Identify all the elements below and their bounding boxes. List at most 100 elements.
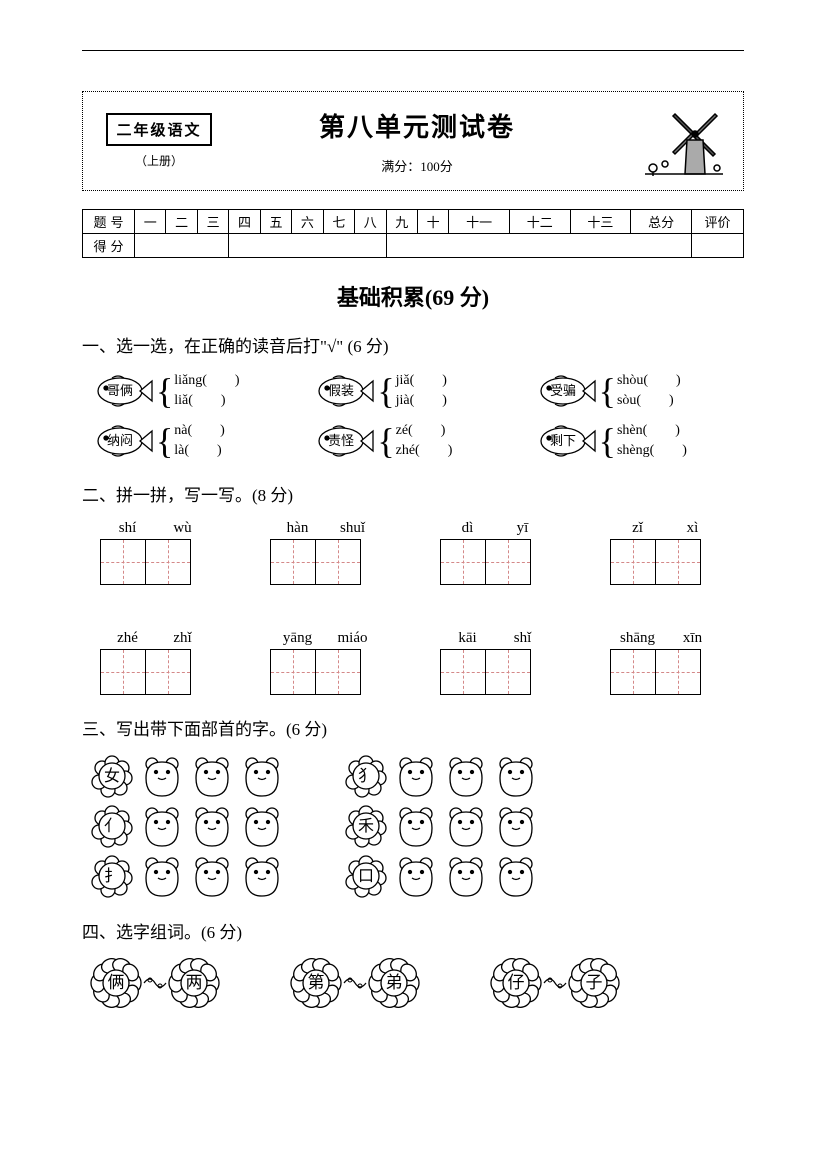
q3-prompt: 三、写出带下面部首的字。(6 分) — [82, 715, 744, 740]
svg-text:弟: 弟 — [386, 973, 403, 992]
brace-group: { liǎng( ) liǎ( ) — [156, 371, 240, 411]
blank[interactable] — [692, 234, 744, 258]
pinyin-opt[interactable]: zhé( ) — [396, 441, 453, 461]
bear-blank-icon[interactable] — [190, 754, 234, 798]
svg-text:假装: 假装 — [328, 383, 354, 398]
pinyin-opt[interactable]: nà( ) — [174, 421, 225, 441]
bear-blank-icon[interactable] — [240, 804, 284, 848]
blank[interactable] — [135, 234, 229, 258]
tianzige-box[interactable] — [485, 539, 531, 585]
bear-blank-icon[interactable] — [494, 854, 538, 898]
bear-blank-icon[interactable] — [444, 754, 488, 798]
pinyin-syllable: zǐ — [610, 520, 665, 537]
q2-pinyin: yāng miáo — [270, 630, 380, 647]
bear-blank-icon[interactable] — [394, 754, 438, 798]
bear-blank-icon[interactable] — [444, 854, 488, 898]
pinyin-options[interactable]: liǎng( ) liǎ( ) — [174, 371, 239, 411]
pinyin-opt[interactable]: sòu( ) — [617, 391, 681, 411]
svg-text:责怪: 责怪 — [328, 433, 354, 448]
brace-icon: { — [377, 426, 394, 456]
bear-blank-icon[interactable] — [190, 804, 234, 848]
blank[interactable] — [229, 234, 386, 258]
tianzige-box[interactable] — [485, 649, 531, 695]
col: 二 — [166, 210, 197, 234]
bear-blank-icon[interactable] — [140, 754, 184, 798]
pinyin-options[interactable]: shòu( ) sòu( ) — [617, 371, 681, 411]
brace-group: { shèn( ) shèng( ) — [599, 421, 687, 461]
q4-container: 俩 两 第 弟 仔 子 — [82, 957, 744, 1009]
score-value-row: 得分 — [83, 234, 744, 258]
main-title: 第八单元测试卷 — [219, 107, 615, 144]
q2-container: shí wù hàn shuǐ dì yī zǐ xì zhé zhǐ yāng… — [82, 520, 744, 695]
bear-blank-icon[interactable] — [240, 854, 284, 898]
pinyin-opt[interactable]: shòu( ) — [617, 371, 681, 391]
q4-prompt: 四、选字组词。(6 分) — [82, 918, 744, 943]
pinyin-options[interactable]: zé( ) zhé( ) — [396, 421, 453, 461]
cloud-radical-icon: 扌 — [90, 854, 134, 898]
pinyin-opt[interactable]: liǎ( ) — [174, 391, 239, 411]
tianzige-box[interactable] — [440, 539, 486, 585]
title-wrap: 第八单元测试卷 满分：100分 — [219, 107, 635, 175]
brace-icon: { — [599, 376, 616, 406]
q2-pinyin: kāi shǐ — [440, 630, 550, 647]
svg-text:仔: 仔 — [508, 973, 525, 992]
bear-blank-icon[interactable] — [494, 804, 538, 848]
q1-item: 责怪 { zé( ) zhé( ) — [311, 421, 522, 461]
bear-blank-icon[interactable] — [140, 854, 184, 898]
cloud-radical-icon: 亻 — [90, 804, 134, 848]
q2-item: dì yī — [440, 520, 550, 585]
tianzige-box[interactable] — [440, 649, 486, 695]
bear-blank-icon[interactable] — [444, 804, 488, 848]
pinyin-syllable: zhǐ — [155, 630, 210, 647]
svg-text:哥俩: 哥俩 — [107, 383, 133, 398]
tianzige-box[interactable] — [145, 649, 191, 695]
tian-row — [100, 539, 210, 585]
pinyin-opt[interactable]: jiǎ( ) — [396, 371, 447, 391]
bear-blank-icon[interactable] — [190, 854, 234, 898]
tianzige-box[interactable] — [100, 649, 146, 695]
col: 八 — [355, 210, 386, 234]
tianzige-box[interactable] — [270, 539, 316, 585]
bear-blank-icon[interactable] — [394, 804, 438, 848]
pinyin-opt[interactable]: shèn( ) — [617, 421, 687, 441]
svg-text:子: 子 — [586, 973, 603, 992]
cloud-radical-icon: 女 — [90, 754, 134, 798]
bear-blank-icon[interactable] — [240, 754, 284, 798]
bear-blank-icon[interactable] — [140, 804, 184, 848]
q1-prompt: 一、选一选，在正确的读音后打"√" (6 分) — [82, 332, 744, 357]
pinyin-opt[interactable]: là( ) — [174, 441, 225, 461]
tianzige-box[interactable] — [610, 649, 656, 695]
q3-row: 犭 — [344, 754, 538, 798]
q4-item: 第 弟 — [290, 957, 420, 1009]
pinyin-options[interactable]: nà( ) là( ) — [174, 421, 225, 461]
cloud-radical-icon: 口 — [344, 854, 388, 898]
tianzige-box[interactable] — [100, 539, 146, 585]
tianzige-box[interactable] — [655, 539, 701, 585]
q3-container: 女 犭 — [82, 754, 744, 898]
bear-blank-icon[interactable] — [494, 754, 538, 798]
swirl-connector-icon — [342, 973, 368, 993]
score-table: 题号 一 二 三 四 五 六 七 八 九 十 十一 十二 十三 总分 评价 得分 — [82, 209, 744, 258]
sunflower-icon: 子 — [568, 957, 620, 1009]
svg-text:犭: 犭 — [358, 767, 374, 785]
bear-blank-icon[interactable] — [394, 854, 438, 898]
pinyin-options[interactable]: jiǎ( ) jià( ) — [396, 371, 447, 411]
pinyin-opt[interactable]: shèng( ) — [617, 441, 687, 461]
pinyin-opt[interactable]: zé( ) — [396, 421, 453, 441]
tianzige-box[interactable] — [315, 649, 361, 695]
svg-text:第: 第 — [308, 973, 325, 992]
pinyin-options[interactable]: shèn( ) shèng( ) — [617, 421, 687, 461]
svg-text:受骗: 受骗 — [550, 383, 576, 398]
tianzige-box[interactable] — [610, 539, 656, 585]
pinyin-opt[interactable]: liǎng( ) — [174, 371, 239, 391]
tian-row — [610, 649, 720, 695]
pinyin-opt[interactable]: jià( ) — [396, 391, 447, 411]
tianzige-box[interactable] — [655, 649, 701, 695]
hdr-num: 题号 — [83, 210, 135, 234]
q3-row: 女 — [90, 754, 284, 798]
tianzige-box[interactable] — [145, 539, 191, 585]
tianzige-box[interactable] — [270, 649, 316, 695]
blank[interactable] — [386, 234, 692, 258]
tianzige-box[interactable] — [315, 539, 361, 585]
q3-pair: 亻 禾 — [90, 804, 744, 848]
